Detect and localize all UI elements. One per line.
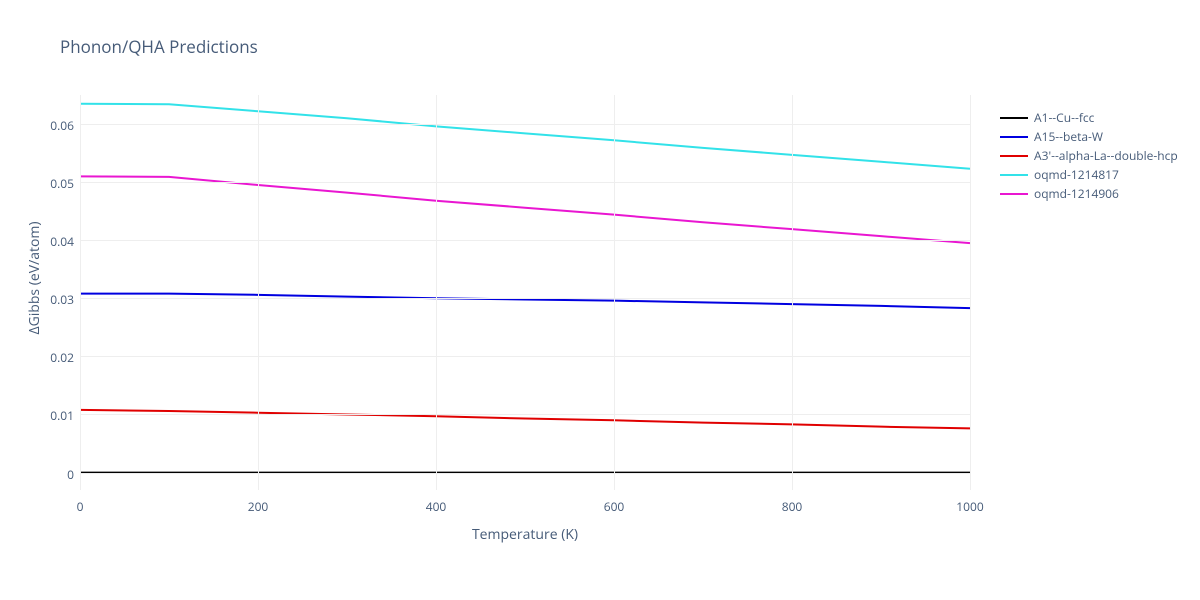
x-tick-label: 800 [762, 498, 822, 515]
series-line[interactable] [80, 294, 970, 309]
x-tick-label: 1000 [940, 498, 1000, 515]
legend-label: oqmd-1214906 [1034, 185, 1119, 202]
x-gridline [80, 95, 81, 490]
legend-label: A3'--alpha-La--double-hcp [1034, 147, 1178, 164]
y-gridline [80, 182, 970, 183]
x-tick-label: 200 [228, 498, 288, 515]
x-gridline [436, 95, 437, 490]
x-gridline [792, 95, 793, 490]
y-gridline [80, 356, 970, 357]
legend-label: A15--beta-W [1034, 128, 1103, 145]
y-tick-label: 0.01 [24, 407, 74, 424]
legend-item[interactable]: A1--Cu--fcc [1000, 108, 1178, 127]
legend: A1--Cu--fcc A15--beta-W A3'--alpha-La--dou… [1000, 108, 1178, 203]
y-tick-label: 0.02 [24, 349, 74, 366]
legend-swatch [1000, 117, 1028, 119]
x-gridline [614, 95, 615, 490]
x-axis-title: Temperature (K) [80, 525, 970, 544]
legend-label: oqmd-1214817 [1034, 166, 1119, 183]
legend-swatch [1000, 174, 1028, 176]
series-line[interactable] [80, 176, 970, 243]
legend-label: A1--Cu--fcc [1034, 109, 1094, 126]
y-gridline [80, 240, 970, 241]
y-tick-label: 0.04 [24, 233, 74, 250]
legend-swatch [1000, 193, 1028, 195]
y-gridline [80, 124, 970, 125]
legend-item[interactable]: oqmd-1214817 [1000, 165, 1178, 184]
legend-item[interactable]: oqmd-1214906 [1000, 184, 1178, 203]
x-gridline [258, 95, 259, 490]
x-tick-label: 0 [50, 498, 110, 515]
y-gridline [80, 473, 970, 474]
x-tick-label: 400 [406, 498, 466, 515]
legend-swatch [1000, 136, 1028, 138]
x-gridline [970, 95, 971, 490]
y-tick-label: 0 [24, 466, 74, 483]
legend-item[interactable]: A15--beta-W [1000, 127, 1178, 146]
y-tick-label: 0.06 [24, 117, 74, 134]
y-tick-label: 0.05 [24, 175, 74, 192]
y-gridline [80, 414, 970, 415]
series-line[interactable] [80, 104, 970, 169]
legend-swatch [1000, 155, 1028, 157]
series-line[interactable] [80, 410, 970, 429]
legend-item[interactable]: A3'--alpha-La--double-hcp [1000, 146, 1178, 165]
y-axis-title: ΔGibbs (eV/atom) [25, 203, 44, 353]
x-tick-label: 600 [584, 498, 644, 515]
y-tick-label: 0.03 [24, 291, 74, 308]
y-gridline [80, 298, 970, 299]
chart-root: { "title": "Phonon/QHA Predictions", "ti… [0, 0, 1200, 600]
